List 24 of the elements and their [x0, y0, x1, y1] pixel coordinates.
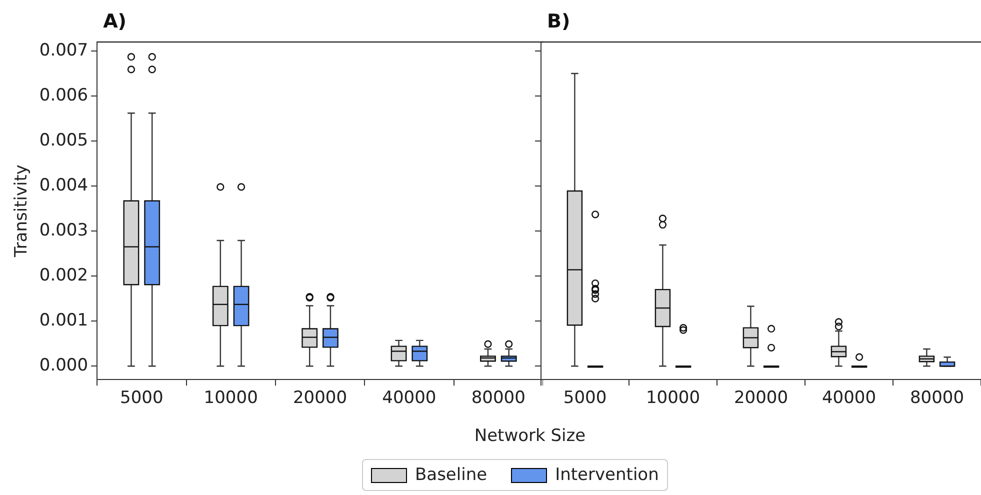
y-tick-label: 0.007 [39, 40, 88, 60]
y-tick-label: 0.004 [39, 175, 88, 196]
x-tick-label: 5000 [563, 388, 607, 408]
legend-label: Intervention [555, 465, 659, 485]
legend-label: Baseline [415, 465, 488, 485]
x-tick-label: 5000 [120, 388, 164, 408]
y-tick-label: 0.001 [39, 310, 88, 331]
x-tick-label: 20000 [292, 388, 348, 408]
chart-title: B) [547, 10, 570, 32]
y-axis-title: Transitivity [12, 164, 32, 258]
y-tick-label: 0.006 [39, 85, 88, 106]
y-tick-label: 0.005 [39, 130, 88, 150]
x-tick-label: 80000 [910, 388, 964, 408]
x-tick-label: 10000 [646, 388, 700, 408]
chart-title: A) [103, 10, 126, 32]
x-tick-label: 40000 [382, 388, 436, 408]
x-tick-label: 20000 [734, 388, 788, 408]
x-tick-label: 10000 [204, 388, 258, 408]
x-tick-label: 80000 [471, 388, 526, 408]
x-tick-label: 40000 [822, 388, 876, 408]
y-tick-label: 0.003 [39, 220, 88, 240]
y-tick-label: 0.002 [39, 265, 88, 286]
x-axis-title: Network Size [473, 426, 587, 446]
y-tick-label: 0.000 [39, 356, 88, 376]
